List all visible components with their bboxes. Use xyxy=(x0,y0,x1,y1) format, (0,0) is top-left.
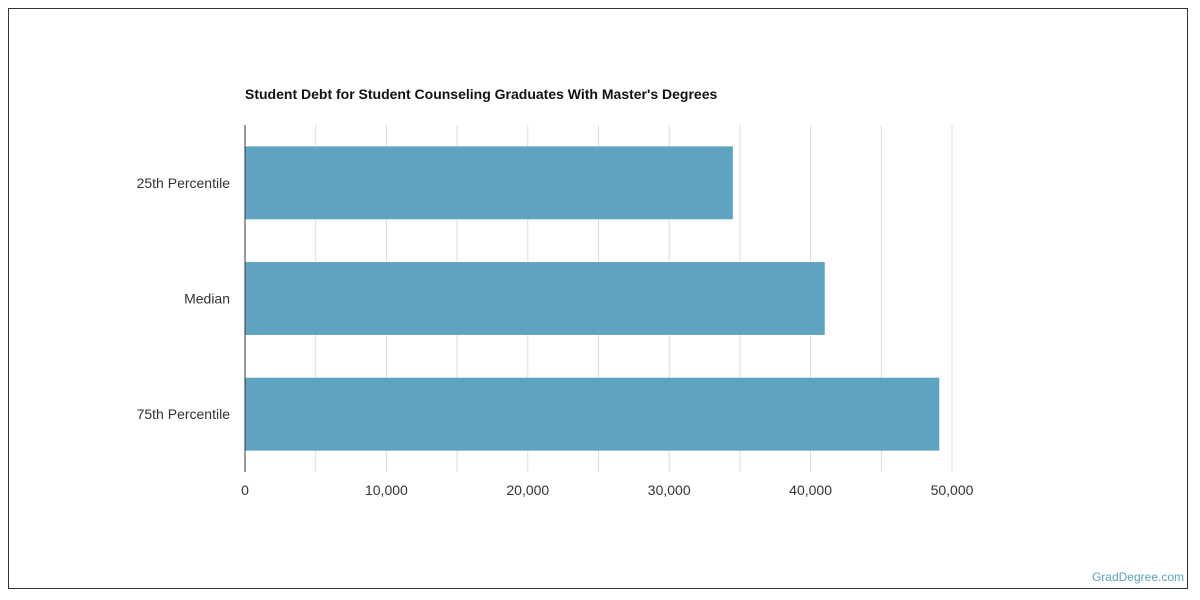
x-tick-label: 20,000 xyxy=(506,482,549,498)
x-tick-label: 10,000 xyxy=(365,482,408,498)
x-tick-label: 50,000 xyxy=(931,482,974,498)
category-label: Median xyxy=(184,291,230,307)
chart-title: Student Debt for Student Counseling Grad… xyxy=(245,86,718,102)
bar-25th-percentile xyxy=(245,146,733,220)
x-tick-label: 30,000 xyxy=(648,482,691,498)
bars xyxy=(245,146,940,451)
category-label: 75th Percentile xyxy=(137,406,231,422)
labels: 25th Percentile Median 75th Percentile 0 10,… xyxy=(137,175,974,498)
x-tick-label: 0 xyxy=(241,482,249,498)
x-tick-label: 40,000 xyxy=(789,482,832,498)
category-label: 25th Percentile xyxy=(137,175,231,191)
bar-median xyxy=(245,262,825,335)
watermark-text: GradDegree.com xyxy=(1091,570,1184,584)
bar-75th-percentile xyxy=(245,377,940,451)
